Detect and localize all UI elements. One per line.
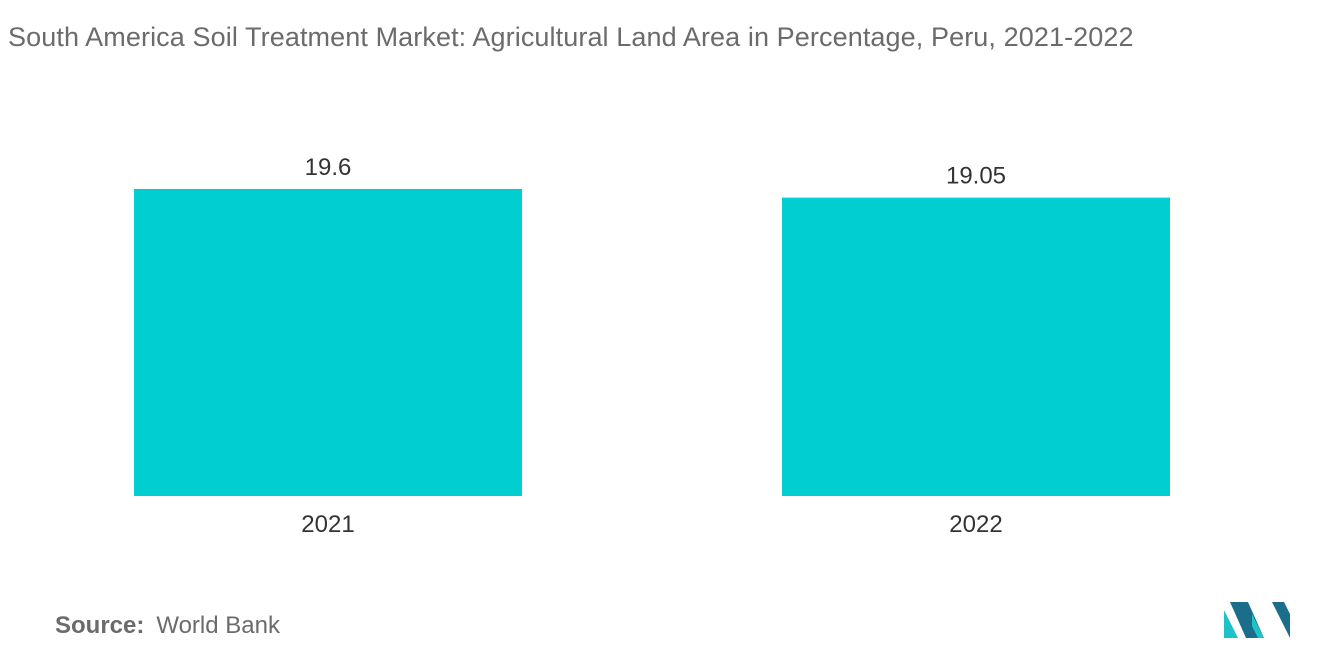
logo-shape-left bbox=[1224, 610, 1238, 638]
bar-chart: 19.6 2021 19.05 2022 bbox=[134, 154, 1170, 538]
data-label-2021: 19.6 bbox=[305, 154, 352, 181]
chart-title: South America Soil Treatment Market: Agr… bbox=[8, 22, 1134, 52]
bars-layer bbox=[134, 189, 1170, 496]
data-label-2022: 19.05 bbox=[946, 163, 1006, 190]
x-tick-label-2021: 2021 bbox=[301, 511, 354, 538]
mordor-intelligence-logo-icon bbox=[1224, 602, 1290, 638]
x-tick-label-2022: 2022 bbox=[949, 511, 1002, 538]
labels-layer: 19.6 2021 19.05 2022 bbox=[301, 154, 1006, 538]
source-label: Source: bbox=[55, 612, 145, 639]
bar-2021 bbox=[134, 189, 522, 496]
logo-shape-mid2 bbox=[1252, 614, 1264, 638]
source-value: World Bank bbox=[156, 612, 280, 639]
bar-2022 bbox=[782, 197, 1170, 496]
logo-shape-right bbox=[1266, 602, 1290, 638]
source-note: Source: World Bank bbox=[55, 612, 280, 640]
